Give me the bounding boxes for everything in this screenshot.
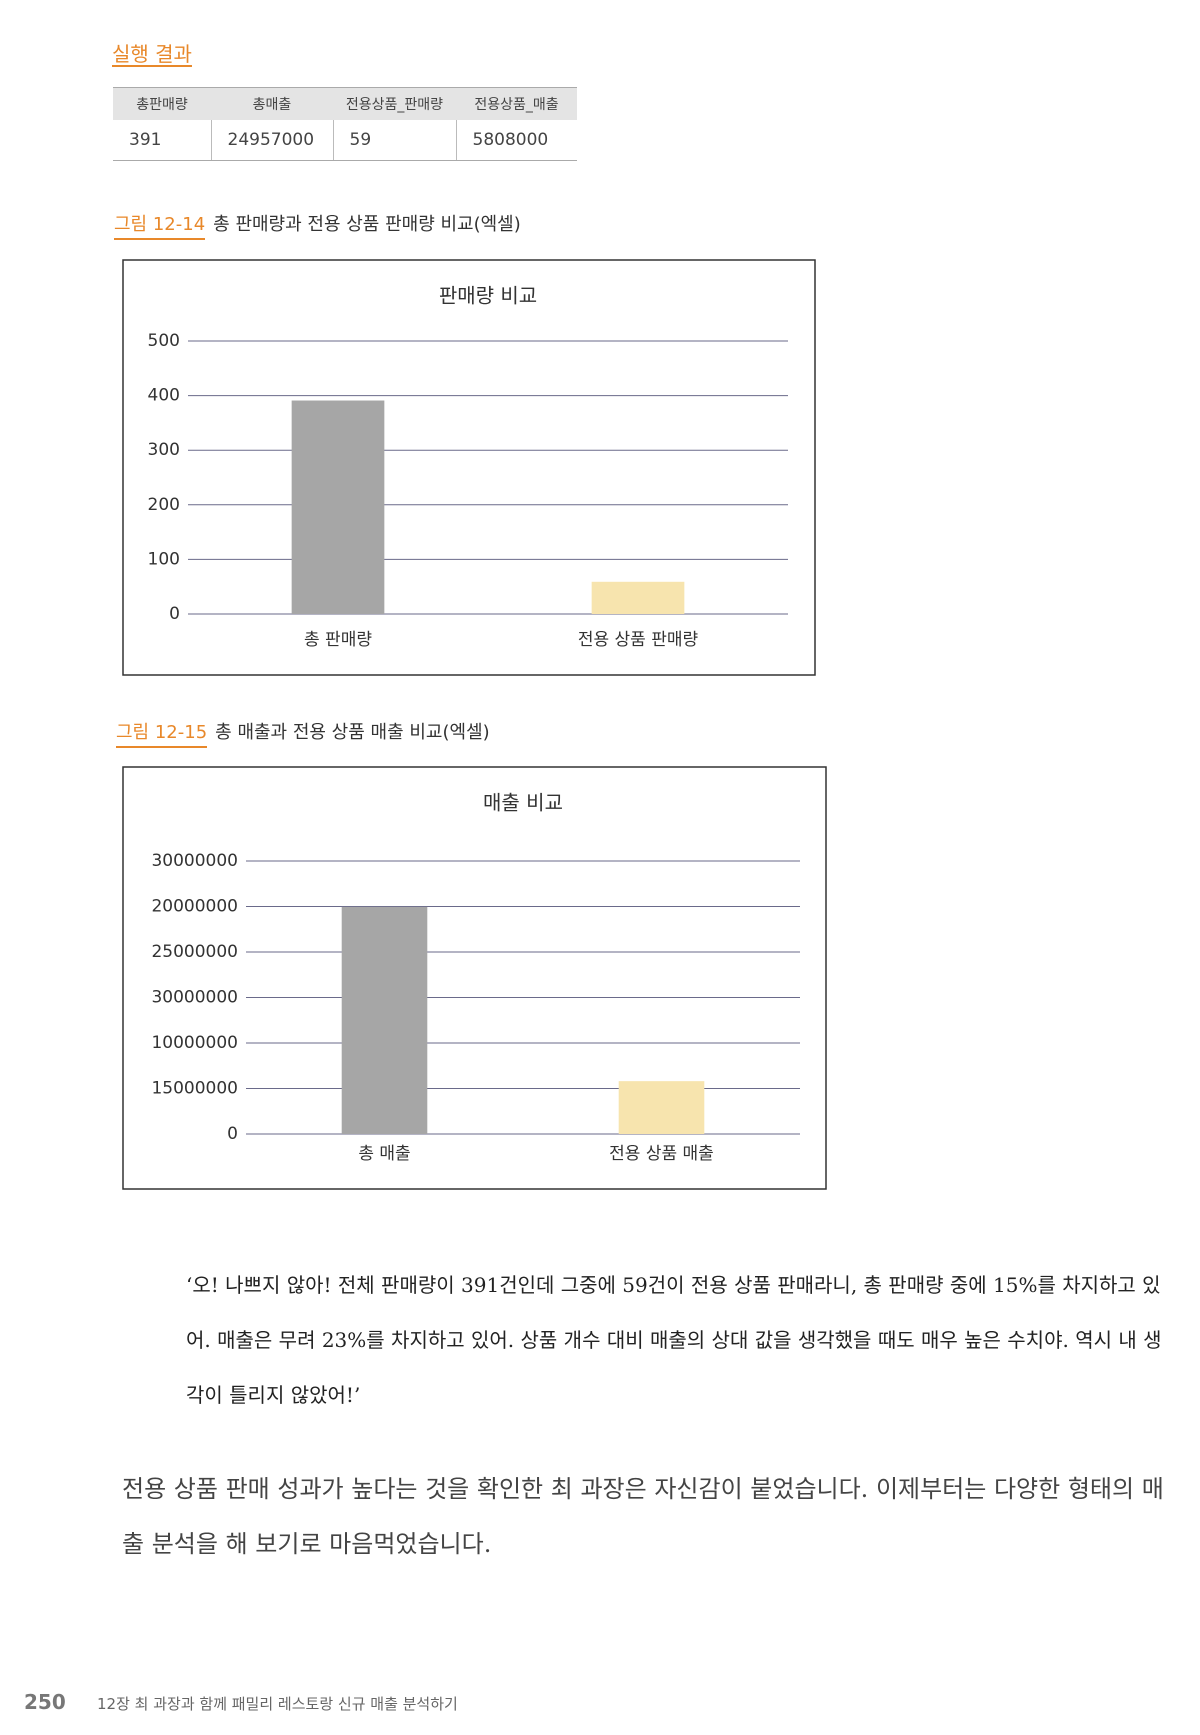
y-tick-label: 200 bbox=[148, 495, 180, 515]
figure-label: 그림 12-14 bbox=[114, 214, 206, 240]
chart-frame bbox=[122, 766, 827, 1190]
y-tick-label: 30000000 bbox=[151, 851, 238, 871]
y-tick-label: 500 bbox=[148, 331, 180, 351]
body-text: 전용 상품 판매 성과가 높다는 것을 확인한 최 과장은 자신감이 붙었습니다… bbox=[122, 1475, 1164, 1558]
x-tick-label: 총 판매량 bbox=[304, 630, 372, 650]
x-tick-label: 총 매출 bbox=[358, 1144, 410, 1164]
section-label: 실행 결과 bbox=[112, 42, 192, 66]
y-tick-label: 300 bbox=[148, 440, 180, 460]
cell: 391 bbox=[113, 120, 211, 161]
y-tick-label: 10000000 bbox=[151, 1033, 238, 1053]
y-tick-label: 100 bbox=[148, 549, 180, 569]
bar bbox=[341, 906, 428, 1134]
cell: 5808000 bbox=[455, 120, 577, 161]
chapter-title: 12장 최 과장과 함께 패밀리 레스토랑 신규 매출 분석하기 bbox=[97, 1695, 458, 1713]
caption-text: 총 매출과 전용 상품 매출 비교(엑셀) bbox=[215, 722, 490, 743]
y-tick-label: 20000000 bbox=[151, 897, 238, 917]
x-tick-label: 전용 상품 판매량 bbox=[578, 630, 699, 650]
y-tick-label: 25000000 bbox=[151, 942, 238, 962]
header-cell: 총판매량 bbox=[113, 87, 211, 120]
cell: 59 bbox=[332, 120, 456, 161]
table-header: 총판매량 총매출 전용상품_판매량 전용상품_매출 bbox=[113, 87, 577, 120]
chart-title: 판매량 비교 bbox=[439, 284, 537, 308]
header-cell: 전용상품_매출 bbox=[456, 87, 577, 120]
page-number: 250 bbox=[24, 1690, 66, 1714]
bar bbox=[291, 400, 385, 614]
figure-caption: 그림 12-14 총 판매량과 전용 상품 판매량 비교(엑셀) bbox=[114, 210, 521, 240]
bar bbox=[618, 1081, 705, 1134]
cell: 24957000 bbox=[210, 120, 333, 161]
bar bbox=[591, 581, 685, 614]
x-tick-label: 전용 상품 매출 bbox=[609, 1144, 714, 1164]
y-tick-label: 15000000 bbox=[151, 1079, 238, 1099]
figure-label: 그림 12-15 bbox=[116, 722, 208, 748]
chart: 판매량 비교 0 100 200 300 400 500 총 판매량 전용 상품 판매량 bbox=[122, 259, 816, 676]
figure-caption: 그림 12-15 총 매출과 전용 상품 매출 비교(엑셀) bbox=[116, 718, 490, 748]
chart-title: 매출 비교 bbox=[483, 791, 563, 815]
quote: ‘오! 나쁘지 않아! 전체 판매량이 391건인데 그중에 59건이 전용 상… bbox=[186, 1273, 1162, 1407]
y-tick-label: 0 bbox=[169, 604, 180, 624]
y-tick-label: 0 bbox=[227, 1124, 238, 1144]
header-cell: 총매출 bbox=[211, 87, 333, 120]
y-tick-label: 30000000 bbox=[151, 988, 238, 1008]
caption-text: 총 판매량과 전용 상품 판매량 비교(엑셀) bbox=[213, 214, 521, 235]
table-row: 391 24957000 59 5808000 bbox=[113, 120, 577, 161]
result-table: 총판매량 총매출 전용상품_판매량 전용상품_매출 391 24957000 5… bbox=[113, 87, 577, 161]
header-cell: 전용상품_판매량 bbox=[333, 87, 456, 120]
chart: 매출 비교 0 15000000 10000000 30000000 25000000 20… bbox=[122, 766, 827, 1190]
y-tick-label: 400 bbox=[148, 386, 180, 406]
chart-frame bbox=[122, 259, 816, 676]
